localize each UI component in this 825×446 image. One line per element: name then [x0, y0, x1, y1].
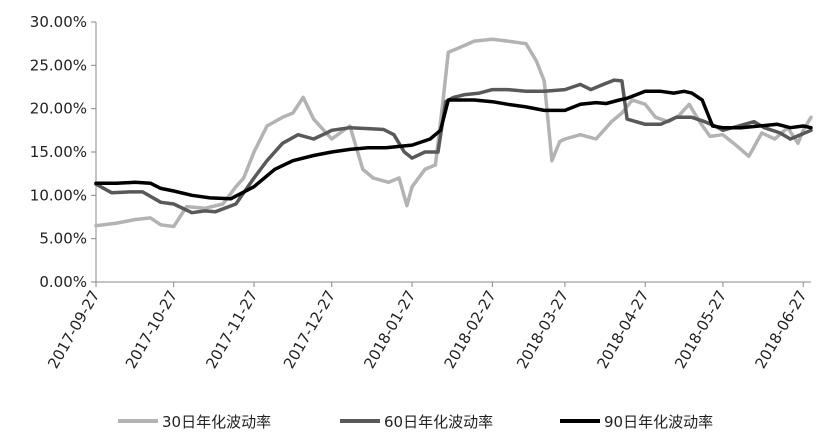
series-lines [94, 37, 813, 229]
x-tick-label: 2017-11-27 [202, 287, 261, 372]
y-tick-label: 15.00% [30, 143, 87, 161]
x-tick-label: 2018-03-27 [513, 287, 572, 372]
legend-label-1: 30日年化波动率 [162, 413, 271, 431]
x-tick-label: 2018-02-27 [441, 287, 500, 372]
series-line-3 [94, 89, 813, 201]
y-tick-label: 5.00% [39, 230, 87, 248]
y-tick-label: 10.00% [30, 186, 87, 204]
x-tick-label: 2018-01-27 [360, 287, 419, 372]
x-axis-ticks: 2017-09-27 2017-10-27 2017-11-27 2017-12-27… [44, 282, 811, 372]
x-tick-label: 2018-04-27 [593, 287, 652, 372]
x-tick-label: 2018-06-27 [751, 287, 810, 372]
x-tick-label: 2017-12-27 [280, 287, 339, 372]
series-line-2 [94, 78, 813, 215]
axes [95, 22, 811, 283]
y-tick-label: 30.00% [30, 13, 87, 31]
x-tick-label: 2018-05-27 [671, 287, 730, 372]
legend-label-2: 60日年化波动率 [384, 413, 493, 431]
series-line-1 [94, 37, 813, 229]
x-tick-label: 2017-10-27 [122, 287, 181, 372]
legend: 30日年化波动率 60日年化波动率 90日年化波动率 [118, 413, 713, 431]
y-axis-ticks: 0.00% 5.00% 10.00% 15.00% 20.00% 25.00% 30.00% [30, 13, 96, 291]
y-tick-label: 0.00% [39, 273, 87, 291]
legend-label-3: 90日年化波动率 [604, 413, 713, 431]
x-tick-label: 2017-09-27 [44, 287, 103, 372]
y-tick-label: 25.00% [30, 56, 87, 74]
y-tick-label: 20.00% [30, 100, 87, 118]
